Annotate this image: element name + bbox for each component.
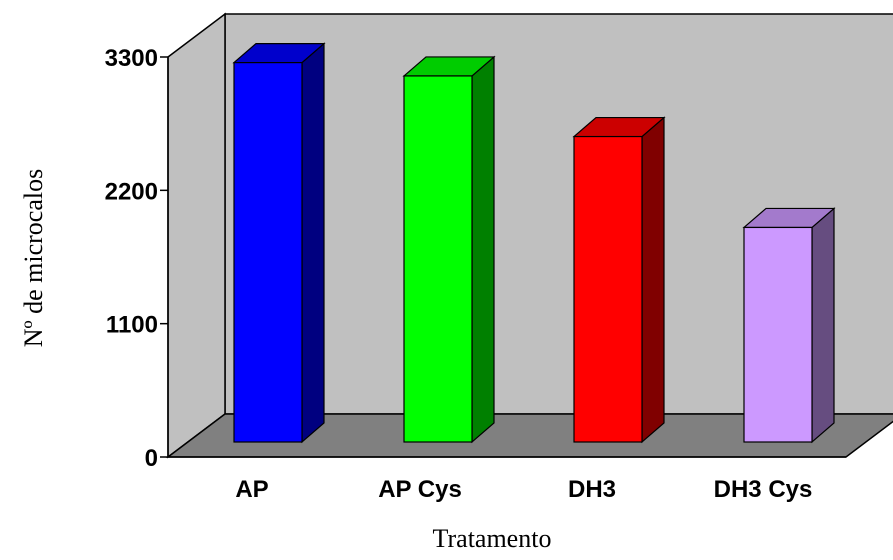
bar-front (403, 75, 473, 443)
bar-side (471, 55, 495, 444)
x-tick-label: AP Cys (378, 476, 462, 503)
x-tick-label: AP (235, 476, 268, 503)
bar-front (573, 135, 643, 443)
y-axis-title: Nº de microcalos (19, 169, 48, 347)
x-tick-label: DH3 Cys (714, 476, 813, 503)
x-axis: AP AP Cys DH3 DH3 Cys (168, 456, 846, 503)
x-axis-title: Tratamento (433, 524, 552, 553)
bar-side (811, 207, 835, 444)
bar-dh3 (572, 116, 666, 444)
y-tick-label: 2200 (105, 178, 158, 205)
bar-dh3-cys (742, 207, 836, 444)
x-tick-label: DH3 (568, 476, 616, 503)
bar-ap (232, 42, 326, 444)
bars (232, 42, 836, 444)
y-tick-label: 0 (145, 445, 158, 472)
bar-front (743, 226, 813, 443)
bar-ap-cys (402, 55, 496, 444)
bar-front (233, 62, 303, 443)
bar-side (641, 116, 665, 444)
chart-walls (165, 12, 893, 459)
y-axis: 0 1100 2200 3300 (105, 45, 169, 472)
bar-side (301, 42, 325, 444)
side-wall (167, 12, 226, 459)
y-tick-label: 3300 (105, 45, 158, 72)
y-tick-label: 1100 (106, 312, 158, 339)
